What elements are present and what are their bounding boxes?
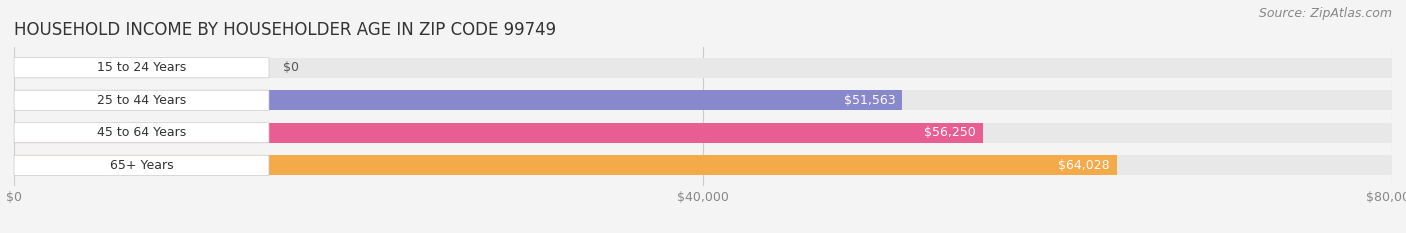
- Bar: [14, 90, 1392, 110]
- Text: $56,250: $56,250: [924, 126, 976, 139]
- FancyBboxPatch shape: [14, 90, 269, 110]
- Text: Source: ZipAtlas.com: Source: ZipAtlas.com: [1258, 7, 1392, 20]
- Bar: [14, 90, 903, 110]
- Bar: [14, 123, 1392, 143]
- FancyBboxPatch shape: [14, 123, 269, 143]
- Text: 15 to 24 Years: 15 to 24 Years: [97, 61, 186, 74]
- FancyBboxPatch shape: [14, 155, 269, 175]
- Text: 45 to 64 Years: 45 to 64 Years: [97, 126, 186, 139]
- Text: $64,028: $64,028: [1059, 159, 1109, 172]
- Bar: [14, 155, 1116, 175]
- Text: $51,563: $51,563: [844, 94, 896, 107]
- Text: HOUSEHOLD INCOME BY HOUSEHOLDER AGE IN ZIP CODE 99749: HOUSEHOLD INCOME BY HOUSEHOLDER AGE IN Z…: [14, 21, 557, 39]
- FancyBboxPatch shape: [14, 58, 269, 78]
- Text: 25 to 44 Years: 25 to 44 Years: [97, 94, 186, 107]
- Bar: [14, 123, 983, 143]
- Bar: [14, 58, 1392, 78]
- Text: 65+ Years: 65+ Years: [110, 159, 173, 172]
- Bar: [14, 155, 1392, 175]
- Text: $0: $0: [283, 61, 298, 74]
